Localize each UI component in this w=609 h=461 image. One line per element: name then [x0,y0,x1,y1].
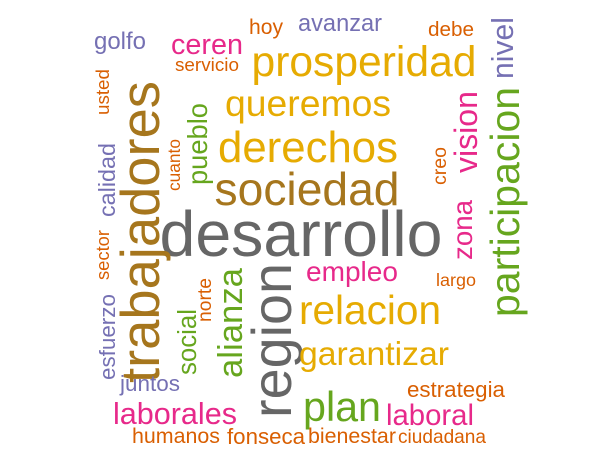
word-usted: usted [91,69,113,115]
word-garantizar: garantizar [299,335,449,374]
word-plan: plan [303,384,381,431]
word-juntos: juntos [120,370,180,396]
word-avanzar: avanzar [298,11,382,38]
word-sector: sector [91,230,113,280]
word-prosperidad: prosperidad [251,37,477,86]
word-cuanto: cuanto [164,139,185,191]
word-ciudadana: ciudadana [398,426,486,448]
word-pueblo: pueblo [182,103,214,185]
word-hoy: hoy [249,15,283,39]
word-desarrollo: desarrollo [159,197,443,270]
word-participacion: participacion [481,86,528,317]
word-trabajadores: trabajadores [109,81,171,383]
word-empleo: empleo [306,256,398,287]
word-relacion: relacion [299,286,441,333]
word-calidad: calidad [94,143,121,217]
word-sociedad: sociedad [214,162,400,215]
word-golfo: golfo [94,28,146,55]
word-creo: creo [429,147,452,185]
word-derechos: derechos [218,123,398,173]
word-laboral: laboral [386,399,474,433]
word-nivel: nivel [486,17,520,79]
word-laborales: laborales [113,396,237,431]
word-bienestar: bienestar [308,424,396,449]
word-region: region [241,262,304,418]
word-esfuerzo: esfuerzo [94,294,120,380]
word-largo: largo [436,270,476,290]
word-debe: debe [428,17,474,41]
word-zona: zona [447,200,479,260]
word-vision: vision [448,91,484,173]
word-servicio: servicio [175,53,239,75]
word-alianza: alianza [211,268,250,378]
word-humanos: humanos [132,424,220,449]
word-estrategia: estrategia [407,376,505,402]
word-norte: norte [195,278,217,322]
word-queremos: queremos [225,82,391,125]
word-fonseca: fonseca [227,423,305,449]
word-ceren: ceren [171,28,243,61]
